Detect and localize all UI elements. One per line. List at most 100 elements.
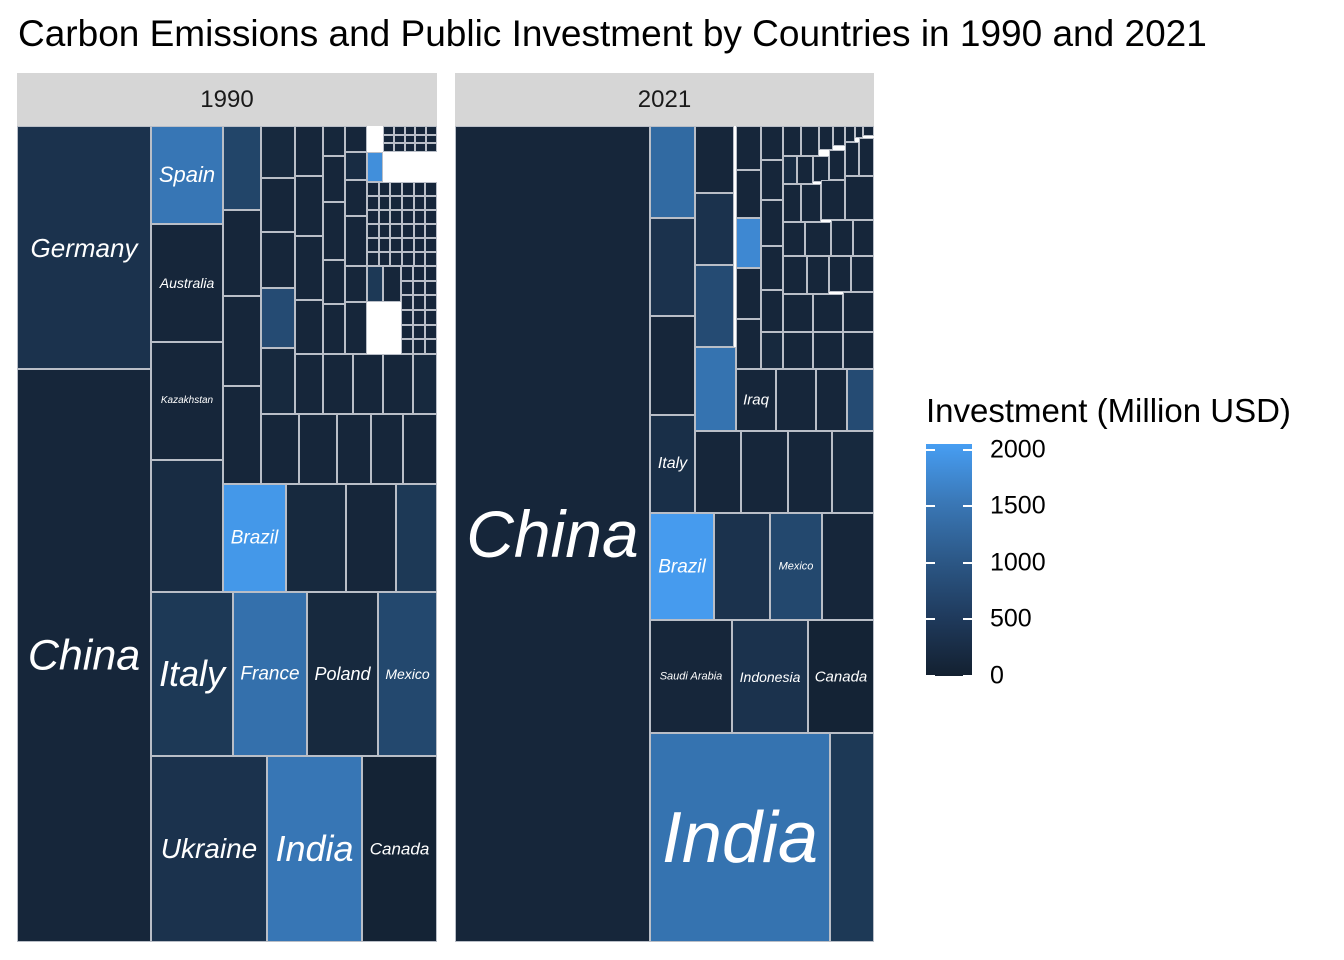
treemap-tile-1990 [378, 182, 391, 196]
tile-label: Brazil [658, 556, 706, 577]
treemap-tile-1990 [425, 339, 437, 354]
legend-tick-mark [926, 448, 935, 451]
treemap-tile-2021 [805, 222, 831, 256]
treemap-tile-2021 [736, 319, 761, 369]
treemap-tile-1990 [383, 143, 394, 152]
treemap-tile-1990 [383, 266, 401, 302]
treemap-tile-2021 [830, 733, 874, 942]
treemap-tile-1990 [345, 152, 367, 180]
treemap-tile-2021 [783, 256, 807, 294]
facet-strip-2021: 2021 [455, 73, 874, 126]
treemap-tile-2021 [783, 294, 813, 332]
treemap-tile-1990 [401, 295, 413, 310]
treemap-tile-1990 [402, 252, 414, 266]
treemap-tile-1990 [404, 126, 416, 135]
treemap-panel-1990: China Germany Spain Australia Kazakhstan Ital… [17, 126, 437, 942]
treemap-tile-1990 [295, 176, 323, 236]
treemap-tile-1990 [415, 126, 427, 135]
legend-title: Investment (Million USD) [926, 392, 1291, 429]
treemap-tile-1990 [367, 196, 379, 210]
tile-label: Indonesia [739, 668, 801, 685]
treemap-tile-2021 [695, 193, 734, 265]
treemap-tile-2021 [829, 256, 851, 292]
treemap-tile-2021 [832, 431, 874, 513]
treemap-tile-1990 [261, 232, 295, 288]
treemap-tile-2021 [776, 369, 816, 431]
treemap-tile-2021 [761, 126, 783, 160]
legend-tick-label: 2000 [990, 435, 1046, 464]
treemap-tile-1990 [401, 310, 413, 325]
treemap-tile-2021 [813, 294, 843, 332]
tile-label: China [466, 497, 639, 571]
treemap-tile-brazil: Brazil [223, 484, 286, 592]
treemap-tile-1990 [323, 202, 345, 260]
treemap-tile-2021 [807, 256, 829, 294]
treemap-tile-indonesia: Indonesia [732, 620, 808, 733]
treemap-tile-spain: Spain [151, 126, 223, 224]
treemap-tile-1990 [390, 252, 402, 266]
treemap-tile-1990 [425, 280, 437, 296]
treemap-tile-china: China [17, 369, 151, 942]
treemap-tile-1990 [367, 266, 383, 302]
treemap-tile-1990 [383, 134, 394, 144]
treemap-tile-1990 [415, 143, 427, 152]
treemap-tile-1990 [404, 134, 416, 144]
tile-label: Australia [159, 275, 215, 291]
treemap-tile-2021 [695, 265, 734, 347]
treemap-tile-1990 [403, 414, 437, 484]
legend-tick-mark [963, 618, 972, 621]
treemap-tile-1990 [383, 354, 413, 414]
treemap-tile-1990 [367, 224, 379, 238]
treemap-tile-1990 [367, 252, 379, 266]
treemap-tile-1990 [345, 216, 367, 266]
treemap-tile-1990 [390, 238, 402, 252]
treemap-tile-kazakhstan: Kazakhstan [151, 342, 223, 460]
treemap-tile-1990 [367, 238, 379, 252]
treemap-tile-1990 [413, 224, 426, 238]
treemap-tile-1990 [425, 252, 437, 266]
treemap-tile-1990 [393, 134, 405, 144]
treemap-tile-italy: Italy [151, 592, 233, 756]
tile-label: Canada [814, 668, 868, 685]
treemap-tile-1990 [402, 210, 414, 224]
treemap-tile-1990 [323, 260, 345, 304]
tile-label: France [240, 663, 300, 685]
treemap-tile-2021 [695, 431, 741, 513]
tile-label: Kazakhstan [160, 395, 214, 406]
treemap-tile-1990 [413, 182, 426, 196]
treemap-tile-1990 [323, 354, 353, 414]
treemap-tile-1990 [426, 143, 437, 152]
treemap-tile-2021 [813, 332, 843, 369]
color-legend: Investment (Million USD) 0 500 1000 1500 200… [926, 392, 1326, 702]
treemap-tile-2021 [845, 142, 859, 176]
treemap-tile-1990 [295, 300, 323, 354]
treemap-tile-australia: Australia [151, 224, 223, 342]
treemap-tile-1990 [223, 296, 261, 386]
tile-label: Mexico [385, 666, 430, 682]
tile-label: Canada [369, 839, 430, 859]
treemap-tile-2021 [843, 292, 874, 332]
treemap-tile-1990 [413, 280, 425, 296]
treemap-tile-1990 [413, 324, 425, 340]
treemap-tile-2021 [736, 126, 761, 170]
treemap-tile-brazil: Brazil [650, 513, 714, 620]
treemap-tile-canada: Canada [362, 756, 437, 942]
treemap-tile-china: China [455, 126, 650, 942]
treemap-tile-1990 [413, 339, 425, 354]
treemap-tile-2021 [761, 200, 783, 246]
treemap-tile-1990 [345, 180, 367, 216]
tile-label: Spain [158, 162, 216, 187]
legend-tick-mark [963, 505, 972, 508]
treemap-tile-1990 [425, 182, 437, 196]
treemap-tile-1990 [390, 182, 402, 196]
treemap-tile-1990 [413, 252, 426, 266]
tile-label: Italy [657, 455, 688, 472]
treemap-tile-1990 [401, 280, 413, 296]
treemap-tile-1990 [345, 302, 367, 354]
treemap-tile-canada: Canada [808, 620, 874, 733]
treemap-tile-2021 [797, 156, 813, 184]
treemap-tile-2021 [801, 126, 819, 156]
treemap-tile-1990 [378, 238, 391, 252]
treemap-tile-1990 [413, 310, 425, 325]
treemap-tile-1990 [401, 339, 413, 354]
